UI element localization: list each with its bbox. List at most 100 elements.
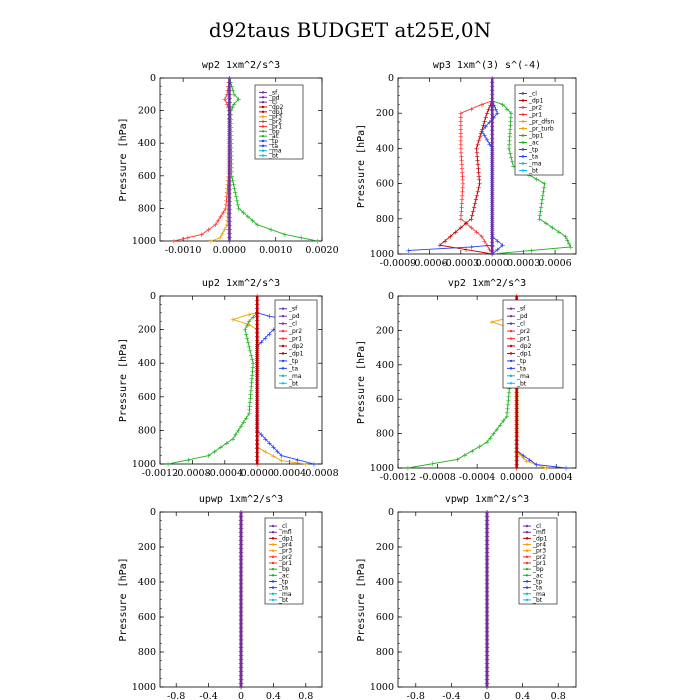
x-tick-label: 0.4 [266,691,281,700]
series-marker: + [238,672,244,680]
legend-entry: _bt [268,153,279,160]
series-marker: + [238,423,244,431]
series-marker: + [493,106,499,114]
y-tick-label: 1000 [370,249,394,260]
series-marker: + [474,145,480,153]
legend-marker [281,314,285,318]
legend-box [502,299,564,389]
series-marker: + [254,377,260,385]
series-marker: + [484,656,490,664]
series-marker: + [527,456,533,464]
x-tick-label: -0.8 [167,691,185,700]
series-marker: + [254,341,260,349]
series-marker: + [508,114,514,122]
series-marker: + [458,149,464,157]
series-marker: + [489,103,495,111]
series-marker: + [226,186,232,194]
series-marker: + [458,118,464,126]
legend-marker [525,592,529,595]
series-marker: + [238,684,244,692]
x-tick-label: 0.4 [515,691,530,700]
series-marker: + [489,211,495,219]
legend-entry: _pr3 [268,114,282,121]
series-marker: + [279,457,285,465]
legend-marker [261,100,265,104]
legend-marker [525,543,529,546]
series-marker: + [514,445,520,453]
series-marker: + [228,132,234,140]
legend-entry: _sf [288,306,298,313]
series-marker: + [254,305,260,313]
series-marker: + [238,604,244,612]
series-marker: + [459,168,465,176]
legend-entry: _bp1 [528,133,544,140]
series-marker: + [245,339,251,347]
y-tick-label: 400 [138,138,156,149]
legend-entry: _ac [532,572,543,579]
series-marker: + [484,628,490,636]
series-marker: + [199,231,205,239]
series-marker: + [489,143,495,151]
legend-marker [521,120,525,123]
series-marker: + [243,414,249,422]
y-tick-label: 800 [376,647,394,658]
series-line-pr1 [460,100,493,255]
legend-entry: _ma [288,373,302,380]
series-marker: + [489,79,495,87]
legend-marker [271,580,275,583]
series-marker: + [238,552,244,560]
y-tick-label: 1000 [132,682,156,693]
series-marker: + [476,184,482,192]
series-marker: + [529,247,535,255]
series-line-dp1 [407,312,518,469]
series-marker: + [230,435,236,443]
y-tick-label: 0 [150,73,156,84]
legend-marker [261,105,265,109]
series-marker: + [537,211,543,219]
series-marker: + [471,204,477,212]
series-marker: + [238,600,244,608]
series-marker: + [514,397,520,405]
series-marker: + [254,345,260,353]
legend-marker [525,531,529,534]
series-marker: + [483,123,489,131]
series-marker: + [254,221,260,229]
series-marker: + [254,425,260,433]
x-tick-label: 0.0000 [500,472,533,483]
series-marker: + [507,149,513,157]
series-marker: + [489,131,495,139]
x-tick-label: 0.0006 [538,258,571,269]
x-tick-label: 0 [484,691,490,700]
panel-title: up2 1xm^2/s^3 [202,278,280,289]
series-marker: + [226,142,232,150]
y-tick-label: 600 [138,171,156,182]
series-marker: + [454,456,460,464]
series-line-ac [228,77,318,242]
x-tick-label: -0.4 [199,691,217,700]
legend-entry: _ac [528,140,539,147]
legend-entry: _sf [516,306,526,313]
x-tick-label: 0.0000 [476,258,509,269]
series-marker: + [514,293,520,301]
legend-marker [271,555,275,559]
series-marker: + [489,91,495,99]
y-tick-label: 400 [138,358,156,369]
series-marker: + [224,213,230,221]
series-marker: + [453,229,459,237]
series-marker: + [254,441,260,449]
series-marker: + [514,437,520,445]
y-tick-label: 400 [138,577,156,588]
series-marker: + [478,129,484,137]
series-marker: + [228,119,234,127]
legend-marker [509,344,513,348]
x-tick-label: 0.0004 [273,468,306,479]
x-tick-label: -0.0009 [380,258,416,269]
series-marker: + [254,313,260,321]
legend-marker [525,580,529,583]
series-marker: + [484,612,490,620]
series-marker: + [505,405,511,413]
series-marker: + [476,176,482,184]
panel-title: upwp 1xm^2/s^3 [199,494,283,505]
legend-entry: _bt [528,168,539,175]
